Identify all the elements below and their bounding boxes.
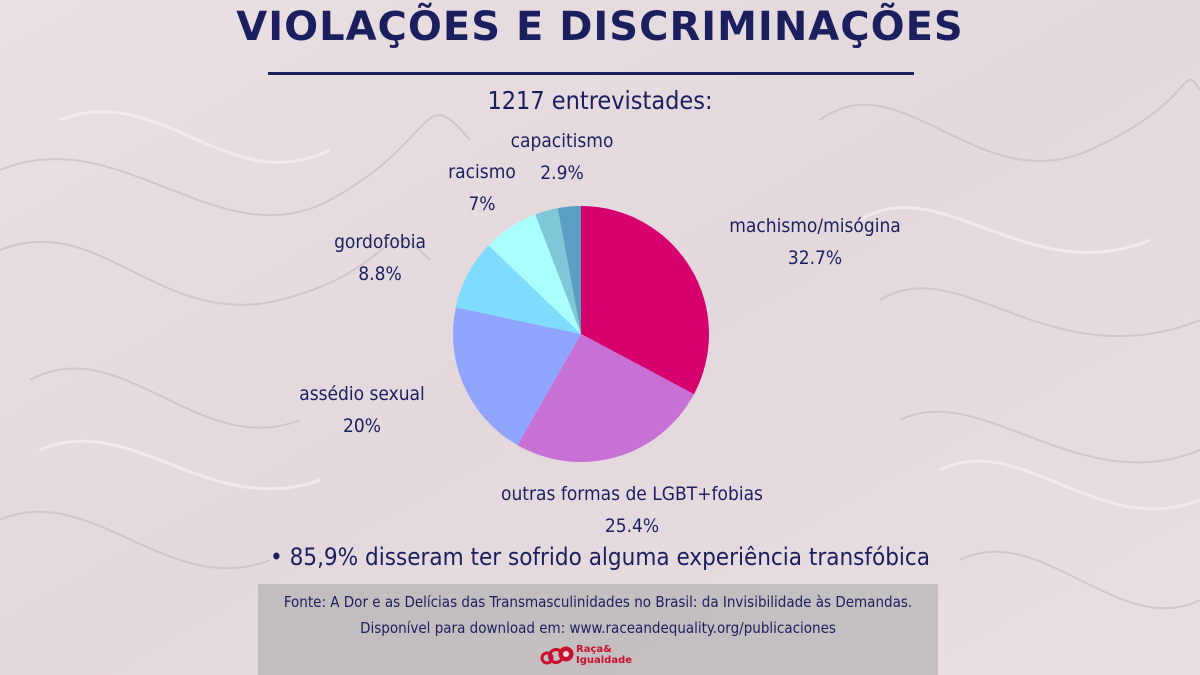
respondent-count: 1217 entrevistades: bbox=[487, 86, 713, 115]
source-line-2: Disponível para download em: www.raceand… bbox=[360, 619, 836, 637]
pie-slice-2 bbox=[453, 307, 581, 446]
title-underline bbox=[268, 72, 914, 75]
pie-slice-1 bbox=[517, 334, 694, 462]
label-racismo-value: 7% bbox=[468, 193, 496, 215]
raca-igualdade-logo: Raça& Igualdade bbox=[540, 643, 670, 669]
logo-circles-icon bbox=[540, 646, 574, 665]
pie-slice-6 bbox=[557, 206, 581, 334]
label-machismo-value: 32.7% bbox=[787, 247, 843, 269]
logo-line-1: Raça& bbox=[576, 644, 612, 655]
source-box: Fonte: A Dor e as Delícias das Transmasc… bbox=[258, 584, 938, 675]
label-capacitismo-name: capacitismo bbox=[510, 130, 614, 152]
label-capacitismo: capacitismo 2.9% bbox=[502, 125, 622, 189]
source-line-1: Fonte: A Dor e as Delícias das Transmasc… bbox=[283, 593, 913, 611]
label-machismo-name: machismo/misógina bbox=[729, 215, 901, 237]
label-gordofobia: gordofobia 8.8% bbox=[320, 226, 440, 290]
transphobia-note: • 85,9% disseram ter sofrido alguma expe… bbox=[270, 543, 930, 571]
label-lgbt-fobias-value: 25.4% bbox=[604, 515, 660, 537]
label-capacitismo-value: 2.9% bbox=[540, 162, 584, 184]
label-gordofobia-name: gordofobia bbox=[334, 231, 426, 253]
label-assedio: assédio sexual 20% bbox=[287, 378, 437, 442]
label-gordofobia-value: 8.8% bbox=[358, 263, 402, 285]
pie-slice-4 bbox=[488, 214, 581, 334]
label-racismo-name: racismo bbox=[448, 161, 516, 183]
label-assedio-value: 20% bbox=[343, 415, 381, 437]
label-assedio-name: assédio sexual bbox=[299, 383, 425, 405]
pie-slice-0 bbox=[581, 206, 709, 395]
logo-line-2: Igualdade bbox=[576, 655, 633, 666]
pie-slice-3 bbox=[455, 245, 581, 334]
page-title: VIOLAÇÕES E DISCRIMINAÇÕES bbox=[236, 4, 964, 50]
label-lgbt-fobias: outras formas de LGBT+fobias 25.4% bbox=[497, 478, 767, 542]
pie-slice-5 bbox=[535, 208, 581, 334]
label-machismo: machismo/misógina 32.7% bbox=[720, 210, 910, 274]
label-lgbt-fobias-name: outras formas de LGBT+fobias bbox=[501, 483, 763, 505]
label-racismo: racismo 7% bbox=[432, 156, 532, 220]
